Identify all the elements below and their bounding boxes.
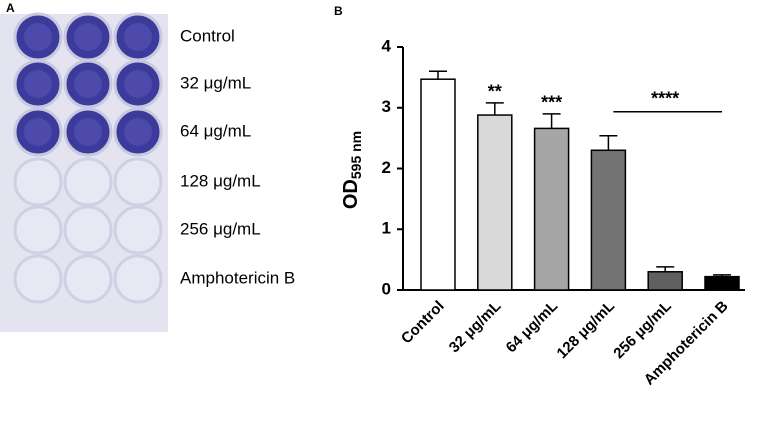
well (13, 157, 63, 207)
well-inner (124, 118, 152, 146)
well (63, 157, 113, 207)
x-tick-label: Control (398, 298, 448, 348)
x-tick-label: 128 μg/mL (554, 298, 618, 362)
well (13, 254, 63, 304)
y-tick-label: 4 (382, 36, 392, 55)
well (63, 205, 113, 255)
well (113, 254, 163, 304)
bar (704, 275, 740, 291)
row-label: 256 μg/mL (180, 219, 261, 238)
bar (647, 271, 683, 291)
significance: **** (651, 88, 679, 108)
y-label-subscript: 595 nm (348, 131, 364, 179)
significance: *** (541, 93, 562, 113)
y-label-main: OD (340, 179, 362, 209)
y-axis-label: OD595 nm (340, 131, 363, 209)
well-inner (74, 23, 102, 51)
well-inner (24, 70, 52, 98)
well (63, 254, 113, 304)
panel-label: A (6, 1, 15, 15)
well-inner (74, 118, 102, 146)
bar (533, 127, 570, 291)
bar (420, 78, 456, 291)
well (113, 157, 163, 207)
bar (590, 149, 627, 291)
well-inner (24, 118, 52, 146)
well-inner (124, 23, 152, 51)
well-inner (24, 23, 52, 51)
x-tick-label: 32 μg/mL (446, 298, 505, 357)
row-label: 64 μg/mL (180, 121, 251, 140)
y-tick-label: 3 (382, 97, 391, 116)
y-tick-label: 1 (382, 219, 391, 238)
significance: ** (488, 82, 502, 102)
bar (477, 114, 513, 291)
panel-label: B (334, 4, 343, 18)
well (113, 205, 163, 255)
x-tick-label: 64 μg/mL (503, 298, 562, 357)
well-inner (124, 70, 152, 98)
row-label: Amphotericin B (180, 268, 295, 287)
row-label: 32 μg/mL (180, 73, 251, 92)
row-label: 128 μg/mL (180, 171, 261, 190)
row-label: Control (180, 26, 235, 45)
wells (13, 12, 163, 304)
y-tick-label: 2 (382, 158, 391, 177)
y-tick-label: 0 (382, 279, 391, 298)
well-inner (74, 70, 102, 98)
well (13, 205, 63, 255)
